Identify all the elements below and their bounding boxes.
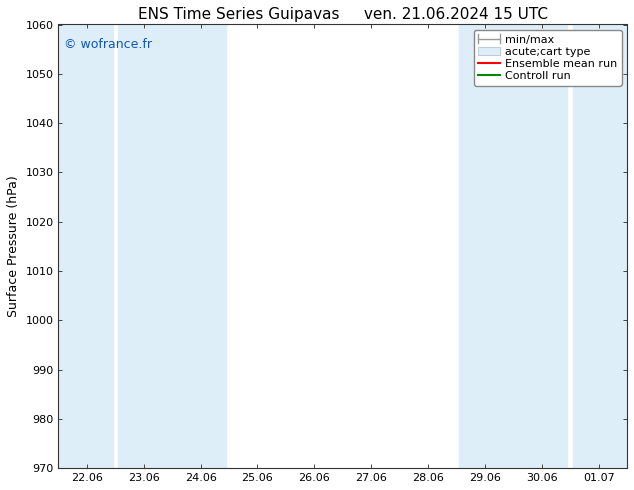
Bar: [573, 24, 627, 468]
Legend: min/max, acute;cart type, Ensemble mean run, Controll run: min/max, acute;cart type, Ensemble mean …: [474, 30, 621, 86]
Bar: [58, 24, 112, 468]
Text: © wofrance.fr: © wofrance.fr: [64, 38, 152, 51]
Title: ENS Time Series Guipavas     ven. 21.06.2024 15 UTC: ENS Time Series Guipavas ven. 21.06.2024…: [138, 7, 548, 22]
Bar: [459, 24, 567, 468]
Y-axis label: Surface Pressure (hPa): Surface Pressure (hPa): [7, 175, 20, 317]
Bar: [118, 24, 226, 468]
